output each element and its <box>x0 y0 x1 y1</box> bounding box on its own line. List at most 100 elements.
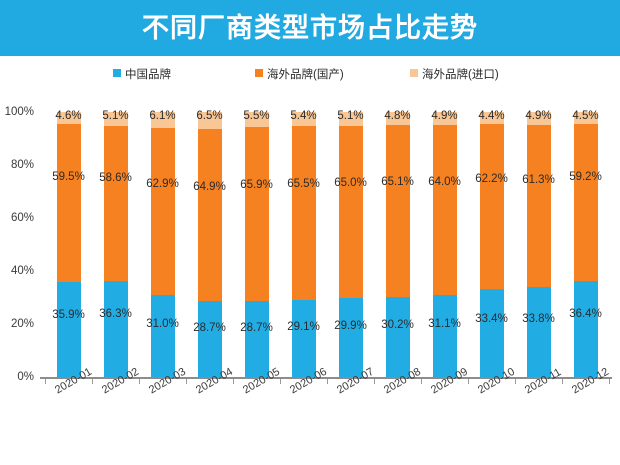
y-axis-tick-label: 0% <box>17 371 34 383</box>
bar-segment-china-brand[interactable] <box>291 299 316 377</box>
bar-label-overseas-import: 5.1% <box>102 110 129 122</box>
x-axis-tick <box>233 379 234 384</box>
bar-segment-china-brand[interactable] <box>150 294 175 377</box>
y-axis-tick-label: 60% <box>10 212 34 224</box>
x-axis-tick <box>609 379 610 384</box>
legend-label: 海外品牌(进口) <box>422 69 499 81</box>
x-axis-tick <box>280 379 281 384</box>
legend-item-overseas-import[interactable]: 海外品牌(进口) <box>410 64 499 86</box>
bar-segment-china-brand[interactable] <box>244 301 269 377</box>
bar-label-china-brand: 31.0% <box>146 317 179 330</box>
bar-segment-overseas-domestic[interactable] <box>479 123 504 289</box>
bar-label-overseas-import: 6.1% <box>149 110 176 122</box>
bar-label-overseas-import: 5.1% <box>337 110 364 122</box>
bar-label-overseas-import: 5.5% <box>243 110 270 122</box>
bar-segment-overseas-import[interactable] <box>244 112 269 127</box>
stacked-bar[interactable] <box>103 112 128 377</box>
bar-segment-overseas-domestic[interactable] <box>56 124 81 282</box>
x-axis-tick <box>139 379 140 384</box>
bar-label-overseas-domestic: 64.0% <box>428 175 461 188</box>
bar-segment-china-brand[interactable] <box>432 294 457 377</box>
bar-segment-overseas-import[interactable] <box>526 112 551 125</box>
x-axis-tick <box>45 379 46 384</box>
bar-label-overseas-import: 4.9% <box>525 110 552 122</box>
bar-segment-overseas-import[interactable] <box>573 112 598 124</box>
page-title: 不同厂商类型市场占比走势 <box>142 13 478 43</box>
bar-label-china-brand: 29.1% <box>287 321 320 334</box>
x-axis-tick <box>186 379 187 384</box>
bar-label-overseas-domestic: 61.3% <box>522 173 555 186</box>
bar-segment-china-brand[interactable] <box>385 297 410 377</box>
bar-segment-china-brand[interactable] <box>338 297 363 377</box>
bar-label-overseas-import: 4.4% <box>478 110 505 122</box>
stacked-bar[interactable] <box>432 112 457 377</box>
bar-label-china-brand: 36.4% <box>569 307 602 320</box>
bar-segment-overseas-domestic[interactable] <box>150 128 175 295</box>
stacked-bar[interactable] <box>244 112 269 377</box>
bar-segment-overseas-domestic[interactable] <box>291 126 316 300</box>
x-axis-tick <box>562 379 563 384</box>
bar-label-overseas-domestic: 64.9% <box>193 180 226 193</box>
bar-segment-overseas-import[interactable] <box>432 112 457 125</box>
bar-segment-overseas-import[interactable] <box>385 112 410 125</box>
bar-segment-overseas-domestic[interactable] <box>338 125 363 298</box>
bar-segment-overseas-domestic[interactable] <box>385 124 410 298</box>
chart-legend: 中国品牌 海外品牌(国产) 海外品牌(进口) <box>0 64 620 86</box>
bar-segment-overseas-domestic[interactable] <box>432 125 457 295</box>
x-axis-line <box>40 377 612 379</box>
x-axis-tick <box>515 379 516 384</box>
bar-segment-overseas-import[interactable] <box>56 112 81 125</box>
bar-segment-china-brand[interactable] <box>526 287 551 377</box>
bar-label-china-brand: 33.8% <box>522 312 555 325</box>
bar-segment-overseas-import[interactable] <box>479 112 504 124</box>
bar-label-overseas-domestic: 65.9% <box>240 178 273 191</box>
y-axis-tick-label: 100% <box>4 106 34 118</box>
legend-item-overseas-domestic[interactable]: 海外品牌(国产) <box>255 64 344 86</box>
bar-segment-china-brand[interactable] <box>56 281 81 377</box>
bar-segment-overseas-domestic[interactable] <box>197 129 222 302</box>
bar-label-overseas-import: 4.6% <box>55 110 82 122</box>
x-axis-tick <box>92 379 93 384</box>
x-axis-tick <box>327 379 328 384</box>
bar-segment-overseas-domestic[interactable] <box>244 126 269 302</box>
bar-segment-overseas-import[interactable] <box>150 112 175 129</box>
bar-segment-china-brand[interactable] <box>197 301 222 377</box>
bar-segment-overseas-import[interactable] <box>338 112 363 126</box>
bar-segment-overseas-import[interactable] <box>103 112 128 126</box>
title-banner: 不同厂商类型市场占比走势 <box>0 0 620 56</box>
stacked-bar[interactable] <box>526 112 551 377</box>
y-axis: 0% 20% 40% 60% 80% 100% <box>0 104 38 386</box>
bar-label-overseas-domestic: 62.2% <box>475 173 508 186</box>
stacked-bar[interactable] <box>573 112 598 377</box>
x-axis-tick <box>421 379 422 384</box>
bar-label-china-brand: 35.9% <box>52 308 85 321</box>
stacked-bar[interactable] <box>385 112 410 377</box>
bar-label-china-brand: 33.4% <box>475 313 508 326</box>
bar-label-china-brand: 30.2% <box>381 319 414 332</box>
bar-label-overseas-domestic: 58.6% <box>99 172 132 185</box>
bar-label-overseas-import: 4.8% <box>384 110 411 122</box>
bar-segment-overseas-domestic[interactable] <box>526 125 551 288</box>
stacked-bar[interactable] <box>291 112 316 377</box>
bar-segment-overseas-import[interactable] <box>291 112 316 127</box>
legend-square-icon <box>410 69 418 77</box>
legend-item-china-brand[interactable]: 中国品牌 <box>113 64 171 86</box>
bar-label-china-brand: 29.9% <box>334 319 367 332</box>
stacked-bar[interactable] <box>338 112 363 377</box>
stacked-bar[interactable] <box>150 112 175 377</box>
bar-segment-overseas-import[interactable] <box>197 112 222 130</box>
stacked-bar[interactable] <box>479 112 504 377</box>
y-axis-tick-label: 20% <box>10 318 34 330</box>
bar-label-overseas-domestic: 62.9% <box>146 178 179 191</box>
bar-segment-overseas-domestic[interactable] <box>573 123 598 281</box>
bar-segment-china-brand[interactable] <box>573 280 598 377</box>
legend-label: 海外品牌(国产) <box>267 69 344 81</box>
bar-segment-china-brand[interactable] <box>103 280 128 377</box>
bar-label-china-brand: 28.7% <box>240 322 273 335</box>
bar-segment-overseas-domestic[interactable] <box>103 125 128 281</box>
stacked-bar[interactable] <box>56 112 81 377</box>
bar-segment-china-brand[interactable] <box>479 288 504 377</box>
stacked-bar[interactable] <box>197 112 222 377</box>
